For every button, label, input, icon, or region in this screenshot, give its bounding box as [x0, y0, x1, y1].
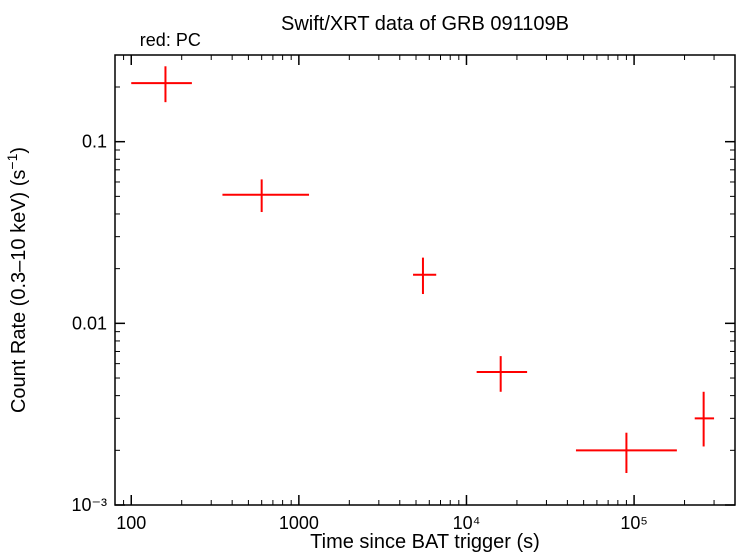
x-axis-label: Time since BAT trigger (s)	[310, 531, 540, 553]
x-tick-label: 100	[116, 513, 146, 533]
y-tick-label: 0.01	[72, 313, 107, 333]
x-tick-label: 1000	[279, 513, 319, 533]
y-tick-label: 0.1	[82, 132, 107, 152]
x-tick-label: 10⁵	[620, 513, 647, 533]
x-tick-label: 10⁴	[453, 513, 481, 533]
y-axis-label: Count Rate (0.3–10 keV) (s−1)	[4, 147, 30, 413]
chart-title: Swift/XRT data of GRB 091109B	[281, 13, 569, 35]
chart-container: Swift/XRT data of GRB 091109B red: PC Time…	[0, 0, 746, 558]
y-tick-label: 10⁻³	[71, 495, 107, 515]
chart-svg: Swift/XRT data of GRB 091109B red: PC Time…	[0, 0, 746, 558]
legend-annotation: red: PC	[140, 30, 201, 50]
